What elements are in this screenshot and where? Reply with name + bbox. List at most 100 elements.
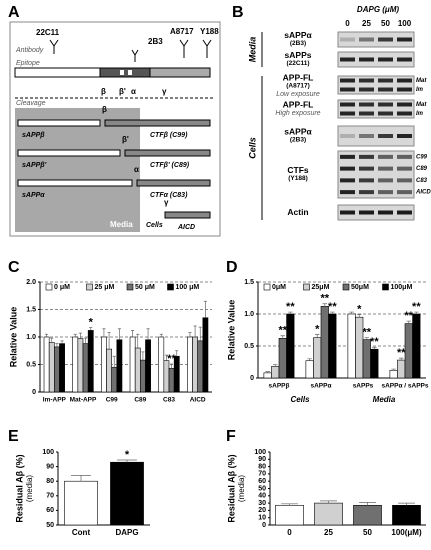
- fragment-label: CTFα (C83): [150, 192, 188, 199]
- x-tick-label: 50: [363, 528, 372, 537]
- x-tick-label: AICD: [190, 397, 206, 404]
- error-bar: [112, 355, 116, 368]
- legend-swatch: [263, 283, 271, 291]
- panel-label: D: [226, 259, 238, 276]
- significance: **: [404, 310, 413, 322]
- bar: [82, 343, 89, 393]
- significance: **: [412, 301, 421, 313]
- error-bar: [322, 303, 328, 307]
- bar: [77, 338, 84, 393]
- antibody: A8717: [170, 27, 194, 36]
- bar: [173, 355, 180, 393]
- bar: [140, 359, 146, 393]
- cleavage-label: Cleavage: [16, 100, 46, 107]
- bar: [48, 342, 55, 393]
- significance: **: [286, 301, 295, 313]
- band-label: Im: [416, 87, 424, 93]
- site: β': [119, 87, 126, 96]
- bar: [314, 502, 343, 526]
- fragment: [17, 179, 133, 187]
- significance: *: [89, 317, 94, 329]
- error-bar: [280, 335, 286, 339]
- legend-swatch: [303, 283, 310, 291]
- epitope: [120, 70, 124, 75]
- x-tick-label: C83: [163, 397, 175, 404]
- row-label: sAPPα: [284, 30, 312, 40]
- y-tick-label: 100: [42, 449, 54, 456]
- error-bar: [188, 332, 192, 337]
- significance: **: [397, 347, 406, 359]
- y-axis-note: (media): [25, 475, 34, 502]
- site: β': [122, 135, 129, 144]
- panel-a: A Antibody 22C11 2B3 A8717 Y188 Epitope …: [8, 4, 221, 237]
- band: [340, 134, 355, 138]
- band: [359, 102, 374, 107]
- error-bar: [272, 364, 278, 367]
- band-label: Im: [416, 111, 424, 117]
- band: [397, 154, 412, 159]
- bar: [187, 336, 193, 393]
- legend-label: 100μM: [391, 284, 413, 291]
- band: [397, 210, 412, 215]
- antibody: (2B3): [290, 137, 306, 144]
- bar: [129, 336, 136, 393]
- y-tick-label: 80: [258, 463, 266, 470]
- antibody: (A8717): [286, 83, 309, 90]
- band: [378, 210, 393, 215]
- legend-swatch: [382, 283, 389, 291]
- error-bar: [60, 340, 64, 344]
- bar: [320, 306, 329, 379]
- epitope-label: Epitope: [16, 60, 40, 67]
- frame: [9, 21, 221, 237]
- band: [340, 57, 355, 62]
- legend-swatch: [167, 283, 174, 291]
- error-bar: [414, 311, 419, 314]
- error-bar: [131, 330, 135, 337]
- x-tick-label: Cont: [72, 528, 91, 537]
- bar: [72, 336, 79, 393]
- significance: **: [328, 301, 337, 313]
- legend-label: 25 μM: [95, 284, 115, 291]
- bar: [192, 336, 198, 393]
- error-bar: [314, 334, 320, 338]
- site: γ: [162, 87, 167, 96]
- band: [378, 154, 393, 159]
- y-axis-label: Residual Aβ (%): [226, 454, 236, 522]
- bar: [397, 359, 406, 379]
- blot: [337, 31, 415, 48]
- group-label: Cells: [247, 137, 257, 159]
- x-tick-label: C99: [106, 397, 118, 404]
- error-bar: [391, 368, 396, 371]
- fragment: [136, 179, 211, 187]
- treatment: DAPG (μM): [357, 5, 399, 14]
- band: [359, 154, 374, 159]
- bar: [263, 372, 272, 379]
- site: β: [102, 105, 107, 114]
- y-tick-label: 1.0: [26, 334, 36, 341]
- bar: [54, 346, 60, 393]
- row-label: Actin: [287, 207, 308, 217]
- panel-label: C: [8, 259, 20, 276]
- legend-label: 50 μM: [135, 284, 155, 291]
- group-label: Media: [373, 395, 396, 404]
- band-label: C89: [416, 166, 428, 172]
- bar: [412, 313, 421, 379]
- band-label: Mat: [416, 78, 427, 84]
- bar: [64, 480, 98, 526]
- band: [340, 102, 355, 107]
- legend-swatch: [126, 283, 134, 291]
- band: [378, 111, 393, 116]
- significance: **: [362, 327, 371, 339]
- band: [397, 166, 412, 171]
- legend-swatch: [45, 283, 53, 291]
- band: [397, 102, 412, 107]
- site: β: [101, 87, 106, 96]
- band: [397, 111, 412, 116]
- fragment: [17, 149, 121, 157]
- band: [378, 78, 393, 83]
- bar: [347, 313, 356, 379]
- error-bar: [170, 363, 174, 369]
- band: [359, 178, 374, 183]
- bar: [404, 323, 413, 379]
